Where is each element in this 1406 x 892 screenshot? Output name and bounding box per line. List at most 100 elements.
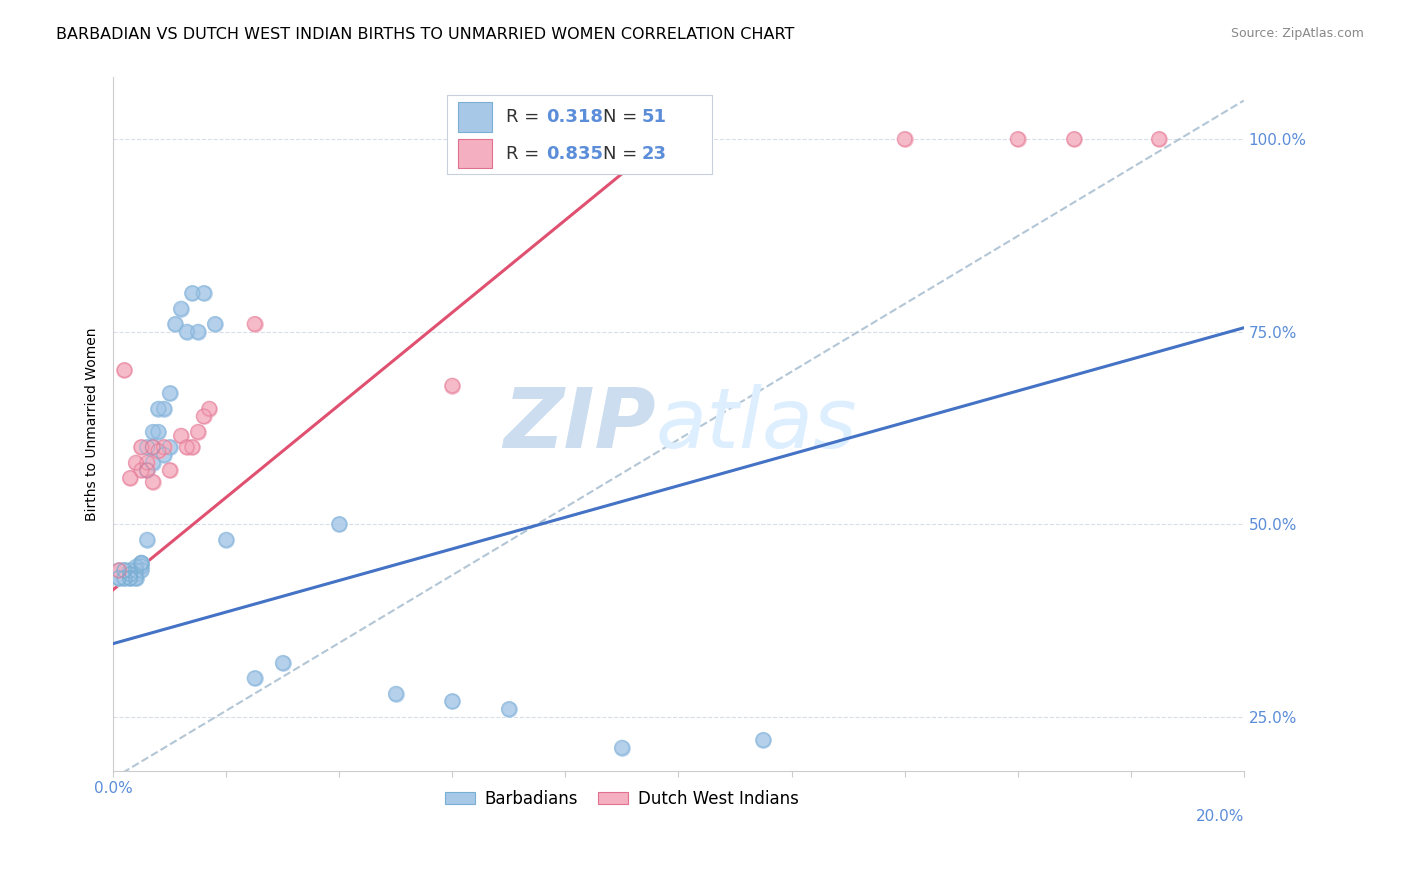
Point (610, 740, 633, 755)
Point (1147, 132, 1170, 146)
Point (752, 732, 775, 747)
Point (170, 301, 193, 316)
Point (159, 440, 181, 454)
Point (108, 563, 131, 577)
Point (131, 556, 153, 570)
Point (131, 556, 153, 570)
Point (148, 401, 170, 416)
Text: ZIP: ZIP (503, 384, 655, 465)
FancyBboxPatch shape (447, 95, 713, 175)
Point (120, 571, 142, 585)
Point (108, 563, 131, 577)
Point (114, 571, 136, 585)
Point (441, 378, 464, 392)
Point (125, 571, 148, 585)
Point (498, 702, 520, 716)
Point (142, 440, 165, 454)
Legend: Barbadians, Dutch West Indians: Barbadians, Dutch West Indians (439, 783, 806, 814)
Point (120, 471, 142, 485)
Point (136, 463, 159, 477)
Point (114, 563, 136, 577)
Point (136, 463, 159, 477)
Point (893, 132, 915, 146)
Point (114, 571, 136, 585)
Point (142, 425, 165, 439)
Point (114, 571, 136, 585)
Point (136, 440, 159, 454)
Point (1007, 132, 1029, 146)
Text: 20.0%: 20.0% (1195, 809, 1244, 824)
Point (271, 656, 294, 670)
Point (131, 558, 153, 572)
Point (159, 440, 181, 454)
Point (120, 567, 142, 582)
Point (131, 440, 153, 454)
Point (198, 401, 221, 416)
Point (136, 463, 159, 477)
Point (120, 563, 142, 577)
Point (142, 456, 165, 470)
Bar (458, 103, 492, 131)
Point (187, 425, 209, 439)
Point (108, 571, 131, 585)
Point (159, 386, 181, 401)
Text: Source: ZipAtlas.com: Source: ZipAtlas.com (1230, 27, 1364, 40)
Point (120, 567, 142, 582)
Point (131, 556, 153, 570)
Point (153, 448, 176, 462)
Point (204, 317, 226, 331)
Point (142, 475, 165, 489)
Point (114, 563, 136, 577)
Point (120, 571, 142, 585)
Point (136, 456, 159, 470)
Point (204, 317, 226, 331)
Point (153, 401, 176, 416)
Point (1063, 132, 1085, 146)
Point (893, 132, 915, 146)
Point (125, 567, 148, 582)
Point (142, 425, 165, 439)
Point (120, 471, 142, 485)
Point (108, 563, 131, 577)
Point (125, 571, 148, 585)
Point (142, 440, 165, 454)
Point (131, 556, 153, 570)
Point (752, 732, 775, 747)
Point (136, 533, 159, 547)
Point (181, 440, 204, 454)
Point (136, 440, 159, 454)
Point (108, 571, 131, 585)
Point (215, 533, 238, 547)
Point (193, 286, 215, 301)
Point (187, 425, 209, 439)
Point (153, 440, 176, 454)
Point (215, 533, 238, 547)
Text: N =: N = (603, 145, 643, 162)
Point (243, 317, 266, 331)
Text: R =: R = (506, 108, 544, 126)
Point (165, 317, 187, 331)
Point (441, 694, 464, 708)
Point (114, 571, 136, 585)
Point (108, 571, 131, 585)
Point (136, 463, 159, 477)
Point (125, 563, 148, 577)
Point (136, 533, 159, 547)
Point (170, 301, 193, 316)
Text: 51: 51 (641, 108, 666, 126)
Point (120, 571, 142, 585)
Point (142, 440, 165, 454)
Point (114, 363, 136, 377)
Bar (458, 139, 492, 169)
Text: 23: 23 (641, 145, 666, 162)
Point (148, 444, 170, 458)
Point (148, 425, 170, 439)
Point (176, 440, 198, 454)
Point (131, 563, 153, 577)
Point (193, 286, 215, 301)
Point (131, 563, 153, 577)
Point (176, 440, 198, 454)
Point (243, 317, 266, 331)
Point (170, 428, 193, 442)
Point (125, 567, 148, 582)
